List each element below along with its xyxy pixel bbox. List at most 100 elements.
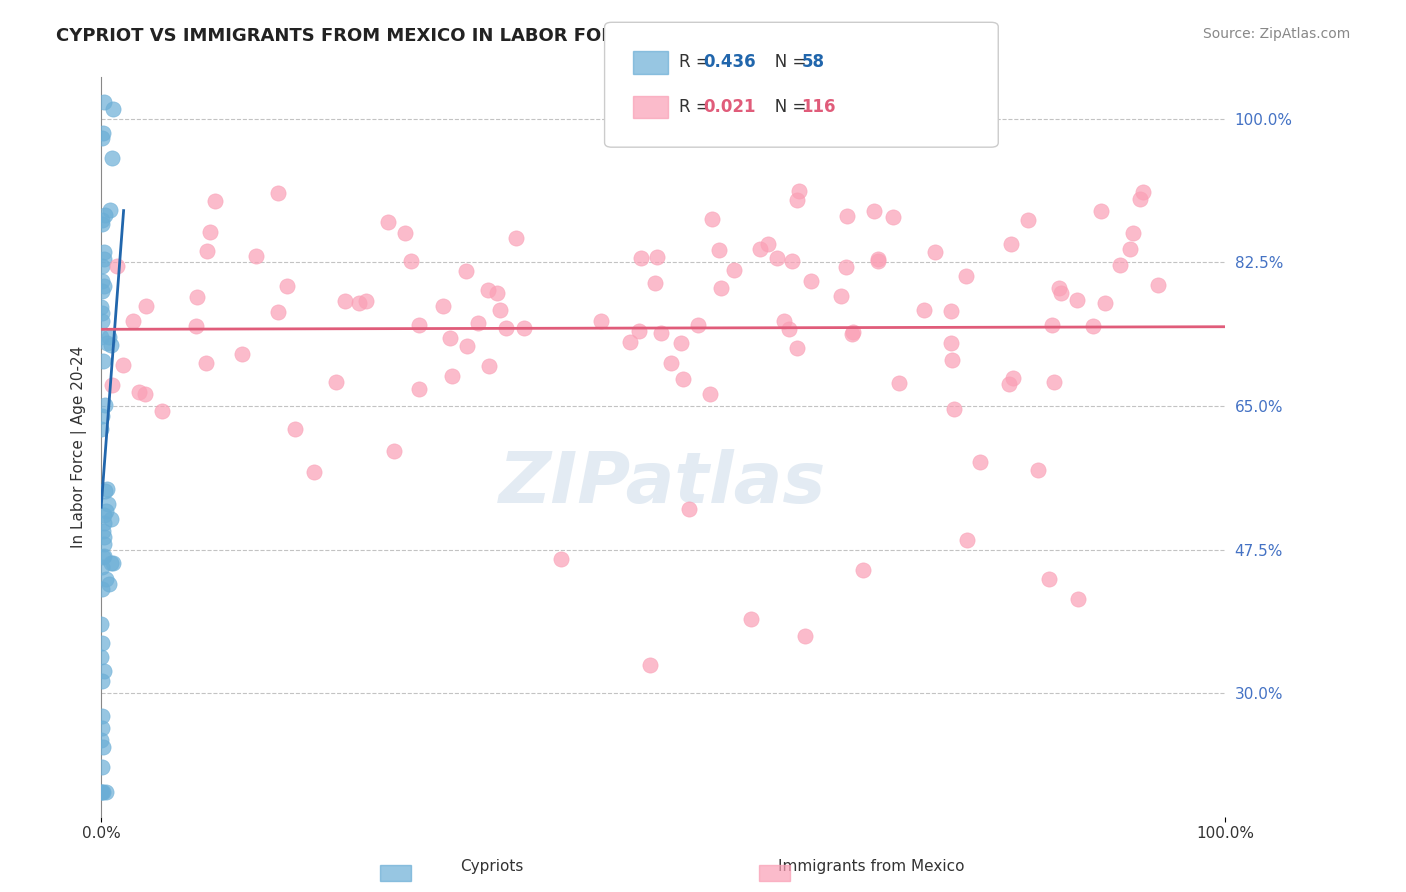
Immigrants from Mexico <box>866 254 889 268</box>
Immigrants from Mexico <box>941 352 963 367</box>
Cypriots <box>90 616 112 631</box>
Text: N =: N = <box>759 98 811 116</box>
Immigrants from Mexico <box>325 375 347 389</box>
Immigrants from Mexico <box>786 193 808 207</box>
Immigrants from Mexico <box>198 225 221 239</box>
Immigrants from Mexico <box>659 356 682 370</box>
Immigrants from Mexico <box>786 341 808 355</box>
Immigrants from Mexico <box>1050 286 1073 301</box>
Cypriots <box>98 202 121 217</box>
Immigrants from Mexico <box>630 251 652 265</box>
Immigrants from Mexico <box>394 227 416 241</box>
Cypriots <box>93 244 115 259</box>
Cypriots <box>96 336 118 351</box>
Cypriots <box>100 512 122 526</box>
Immigrants from Mexico <box>302 465 325 479</box>
Text: ZIPatlas: ZIPatlas <box>499 450 827 518</box>
Immigrants from Mexico <box>678 502 700 516</box>
Immigrants from Mexico <box>231 347 253 361</box>
Immigrants from Mexico <box>866 252 889 266</box>
Immigrants from Mexico <box>121 314 143 328</box>
Text: 0.436: 0.436 <box>703 54 755 71</box>
Immigrants from Mexico <box>1067 591 1090 606</box>
Immigrants from Mexico <box>1040 318 1063 332</box>
Immigrants from Mexico <box>354 294 377 309</box>
Immigrants from Mexico <box>432 299 454 313</box>
Cypriots <box>91 549 114 564</box>
Immigrants from Mexico <box>863 204 886 219</box>
Immigrants from Mexico <box>347 296 370 310</box>
Immigrants from Mexico <box>478 359 501 373</box>
Immigrants from Mexico <box>1038 573 1060 587</box>
Immigrants from Mexico <box>650 326 672 341</box>
Cypriots <box>101 152 124 166</box>
Cypriots <box>91 126 114 140</box>
Cypriots <box>93 530 115 544</box>
Cypriots <box>101 103 124 117</box>
Immigrants from Mexico <box>1122 226 1144 240</box>
Immigrants from Mexico <box>1066 293 1088 307</box>
Immigrants from Mexico <box>756 236 779 251</box>
Cypriots <box>94 483 117 498</box>
Cypriots <box>96 785 118 799</box>
Cypriots <box>91 354 114 368</box>
Immigrants from Mexico <box>644 276 666 290</box>
Immigrants from Mexico <box>638 657 661 672</box>
Immigrants from Mexico <box>830 288 852 302</box>
Immigrants from Mexico <box>645 250 668 264</box>
Immigrants from Mexico <box>495 321 517 335</box>
Immigrants from Mexico <box>454 263 477 277</box>
Cypriots <box>90 785 112 799</box>
Immigrants from Mexico <box>591 314 613 328</box>
Text: N =: N = <box>759 54 811 71</box>
Immigrants from Mexico <box>780 254 803 268</box>
Cypriots <box>90 733 112 747</box>
Cypriots <box>93 537 115 551</box>
Cypriots <box>90 259 112 273</box>
Immigrants from Mexico <box>969 455 991 469</box>
Cypriots <box>90 274 112 288</box>
Cypriots <box>94 504 117 518</box>
Immigrants from Mexico <box>669 335 692 350</box>
Immigrants from Mexico <box>1047 281 1070 295</box>
Immigrants from Mexico <box>699 387 721 401</box>
Cypriots <box>90 582 112 596</box>
Cypriots <box>90 409 112 423</box>
Immigrants from Mexico <box>377 215 399 229</box>
Cypriots <box>93 508 115 522</box>
Cypriots <box>100 556 122 570</box>
Immigrants from Mexico <box>835 209 858 223</box>
Immigrants from Mexico <box>709 243 731 257</box>
Immigrants from Mexico <box>1000 236 1022 251</box>
Immigrants from Mexico <box>1017 212 1039 227</box>
Immigrants from Mexico <box>267 186 290 201</box>
Cypriots <box>96 482 118 496</box>
Cypriots <box>93 740 115 755</box>
Immigrants from Mexico <box>150 403 173 417</box>
Cypriots <box>101 557 124 571</box>
Cypriots <box>93 252 115 266</box>
Immigrants from Mexico <box>740 612 762 626</box>
Cypriots <box>94 398 117 412</box>
Immigrants from Mexico <box>1094 296 1116 310</box>
Immigrants from Mexico <box>1108 258 1130 272</box>
Immigrants from Mexico <box>794 629 817 643</box>
Text: 116: 116 <box>801 98 837 116</box>
Immigrants from Mexico <box>408 382 430 396</box>
Immigrants from Mexico <box>723 262 745 277</box>
Cypriots <box>98 329 121 343</box>
Text: CYPRIOT VS IMMIGRANTS FROM MEXICO IN LABOR FORCE | AGE 20-24 CORRELATION CHART: CYPRIOT VS IMMIGRANTS FROM MEXICO IN LAB… <box>56 27 986 45</box>
Cypriots <box>91 721 114 735</box>
Text: 0.021: 0.021 <box>703 98 755 116</box>
Cypriots <box>90 785 112 799</box>
Cypriots <box>91 636 114 650</box>
Text: R =: R = <box>679 54 716 71</box>
Immigrants from Mexico <box>766 251 789 265</box>
Immigrants from Mexico <box>787 184 810 198</box>
Immigrants from Mexico <box>1119 242 1142 256</box>
Immigrants from Mexico <box>841 325 863 339</box>
Immigrants from Mexico <box>195 356 218 370</box>
Immigrants from Mexico <box>941 303 963 318</box>
Cypriots <box>90 330 112 344</box>
Cypriots <box>97 576 120 591</box>
